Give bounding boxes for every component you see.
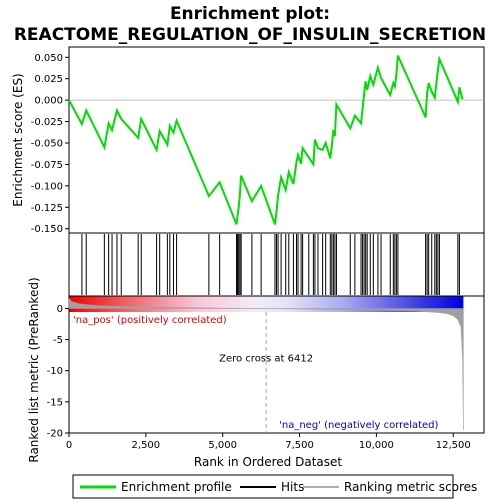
es-yaxis-ticks: 0.050 0.025 0.000 -0.025 -0.050 -0.075 -0.100 -… — [31, 53, 69, 235]
xaxis-ticks: 0 2,500 5,000 7,500 10,000 12,500 — [66, 433, 471, 451]
metric-panel-frame — [68, 295, 485, 434]
xtick-label: 0 — [66, 440, 72, 451]
ranking-metric-area — [68, 297, 464, 430]
enrichment-profile-line — [68, 55, 464, 225]
legend-label-hits: Hits — [281, 480, 304, 494]
legend-label-enrichment-profile: Enrichment profile — [121, 480, 232, 494]
hits-marks — [81, 234, 460, 295]
xtick-label: 12,500 — [436, 440, 471, 451]
es-ytick-label: -0.025 — [31, 117, 63, 128]
es-ytick-label: -0.075 — [31, 160, 63, 171]
es-ytick-label: -0.100 — [31, 181, 63, 192]
xtick-label: 7,500 — [285, 440, 314, 451]
xtick-label: 2,500 — [132, 440, 161, 451]
zero-cross-label: Zero cross at 6412 — [219, 353, 313, 364]
metric-ytick-label: -20 — [47, 429, 63, 440]
metric-ylabel: Ranked list metric (PreRanked) — [27, 277, 41, 462]
chart-title-line1: Enrichment plot: — [170, 4, 330, 24]
es-ytick-label: 0.050 — [34, 53, 63, 64]
xaxis-label: Rank in Ordered Dataset — [194, 455, 342, 469]
es-ylabel: Enrichment score (ES) — [11, 73, 25, 206]
chart-title-line2: REACTOME_REGULATION_OF_INSULIN_SECRETION — [14, 25, 486, 45]
pos-correlated-label: 'na_pos' (positively correlated) — [73, 315, 227, 326]
neg-correlated-label: 'na_neg' (negatively correlated) — [279, 420, 438, 431]
metric-ytick-label: -10 — [47, 366, 63, 377]
metric-yaxis-ticks: 0 -5 -10 -15 -20 — [47, 304, 69, 440]
xtick-label: 5,000 — [208, 440, 237, 451]
metric-ytick-label: -5 — [53, 335, 63, 346]
es-ytick-label: -0.125 — [31, 203, 63, 214]
es-ytick-label: -0.150 — [31, 224, 63, 235]
legend-label-ranking-metric: Ranking metric scores — [344, 480, 477, 494]
xtick-label: 10,000 — [359, 440, 394, 451]
es-ytick-label: 0.000 — [34, 96, 63, 107]
legend: Enrichment profile Hits Ranking metric s… — [72, 474, 477, 499]
es-ytick-label: -0.050 — [31, 139, 63, 150]
metric-ytick-label: 0 — [57, 304, 63, 315]
metric-ytick-label: -15 — [47, 397, 63, 408]
es-ytick-label: 0.025 — [34, 74, 63, 85]
